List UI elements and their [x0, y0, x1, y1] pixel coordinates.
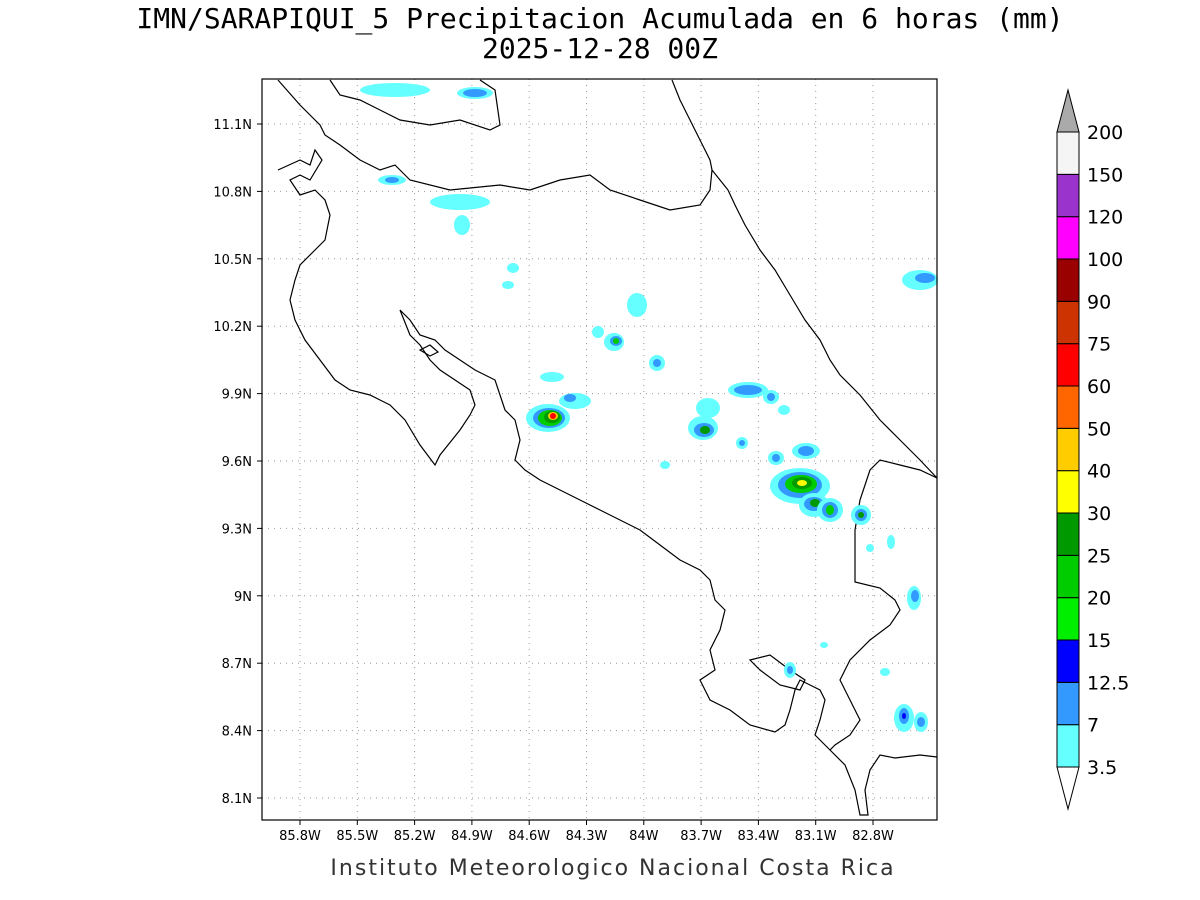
- lon-tick-label: 83.4W: [737, 829, 779, 844]
- colorbar-band: [1056, 427, 1080, 472]
- colorbar-band: [1056, 597, 1080, 641]
- colorbar-label: 120: [1087, 207, 1123, 229]
- colorbar-band: [1056, 554, 1080, 599]
- colorbar-band: [1056, 343, 1080, 387]
- lat-tick-label: 8.1N: [222, 792, 252, 807]
- colorbar-band: [1056, 216, 1080, 260]
- colorbar-band: [1056, 639, 1080, 683]
- map-datetime: 2025-12-28 00Z: [481, 32, 718, 65]
- colorbar-band: [1056, 173, 1080, 218]
- lat-tick-label: 10.5N: [213, 253, 252, 268]
- colorbar-band: [1056, 681, 1080, 726]
- colorbar-underflow: [1056, 766, 1080, 811]
- colorbar-label: 3.5: [1087, 757, 1117, 779]
- colorbar-label: 12.5: [1087, 672, 1129, 694]
- colorbar-label: 200: [1087, 122, 1123, 144]
- lat-tick-label: 9.9N: [222, 388, 252, 403]
- colorbar-band: [1056, 512, 1080, 556]
- colorbar-band: [1056, 131, 1080, 175]
- plot-frame: [261, 78, 938, 821]
- lat-tick-label: 10.2N: [213, 320, 252, 335]
- longitude-axis: 85.8W 85.5W 85.2W 84.9W 84.6W 84.3W 84W 83.7W 83…: [279, 820, 894, 844]
- colorbar-label: 60: [1087, 376, 1111, 398]
- lat-tick-label: 9N: [234, 590, 252, 605]
- lon-tick-label: 84.9W: [451, 829, 493, 844]
- lon-tick-label: 84.6W: [508, 829, 550, 844]
- colorbar-band: [1056, 724, 1080, 768]
- colorbar-label: 50: [1087, 418, 1111, 440]
- coastline: [277, 79, 938, 816]
- lat-tick-label: 8.7N: [222, 657, 252, 672]
- colorbar-label: 100: [1087, 249, 1123, 271]
- colorbar-band: [1056, 258, 1080, 302]
- colorbar-label: 90: [1087, 291, 1111, 313]
- colorbar-band: [1056, 385, 1080, 429]
- lon-tick-label: 85.5W: [336, 829, 378, 844]
- lon-tick-label: 82.8W: [852, 829, 894, 844]
- latitude-axis: 11.1N 10.8N 10.5N 10.2N 9.9N 9.6N 9.3N 9N 8.7N 8.…: [213, 118, 262, 807]
- colorbar-band: [1056, 300, 1080, 345]
- lat-tick-label: 10.8N: [213, 185, 252, 200]
- colorbar-overflow: [1056, 88, 1080, 133]
- colorbar-label: 20: [1087, 588, 1111, 610]
- lat-tick-label: 11.1N: [213, 118, 252, 133]
- colorbar-label: 40: [1087, 461, 1111, 483]
- lon-tick-label: 85.2W: [394, 829, 436, 844]
- colorbar-label: 75: [1087, 334, 1111, 356]
- colorbar-label: 30: [1087, 503, 1111, 525]
- lat-tick-label: 9.6N: [222, 455, 252, 470]
- map-grid: [262, 79, 937, 820]
- precipitation-contours: [360, 83, 938, 732]
- lon-tick-label: 84W: [629, 829, 659, 844]
- colorbar-band: [1056, 470, 1080, 514]
- map-title: IMN/SARAPIQUI_5 Precipitacion Acumulada …: [136, 2, 1064, 35]
- lon-tick-label: 83.7W: [680, 829, 722, 844]
- colorbar-label: 150: [1087, 164, 1123, 186]
- colorbar-label: 25: [1087, 545, 1111, 567]
- lon-tick-label: 83.1W: [795, 829, 837, 844]
- lat-tick-label: 8.4N: [222, 725, 252, 740]
- lon-tick-label: 85.8W: [279, 829, 321, 844]
- colorbar-legend: 3.5 7 12.5 15 20 25 30 40 50 60 75 90 100 120 150 200: [1056, 88, 1129, 811]
- footer-institution: Instituto Meteorologico Nacional Costa R…: [330, 856, 896, 881]
- colorbar-label: 7: [1087, 715, 1099, 737]
- colorbar-label: 15: [1087, 630, 1111, 652]
- lon-tick-label: 84.3W: [566, 829, 608, 844]
- lat-tick-label: 9.3N: [222, 522, 252, 537]
